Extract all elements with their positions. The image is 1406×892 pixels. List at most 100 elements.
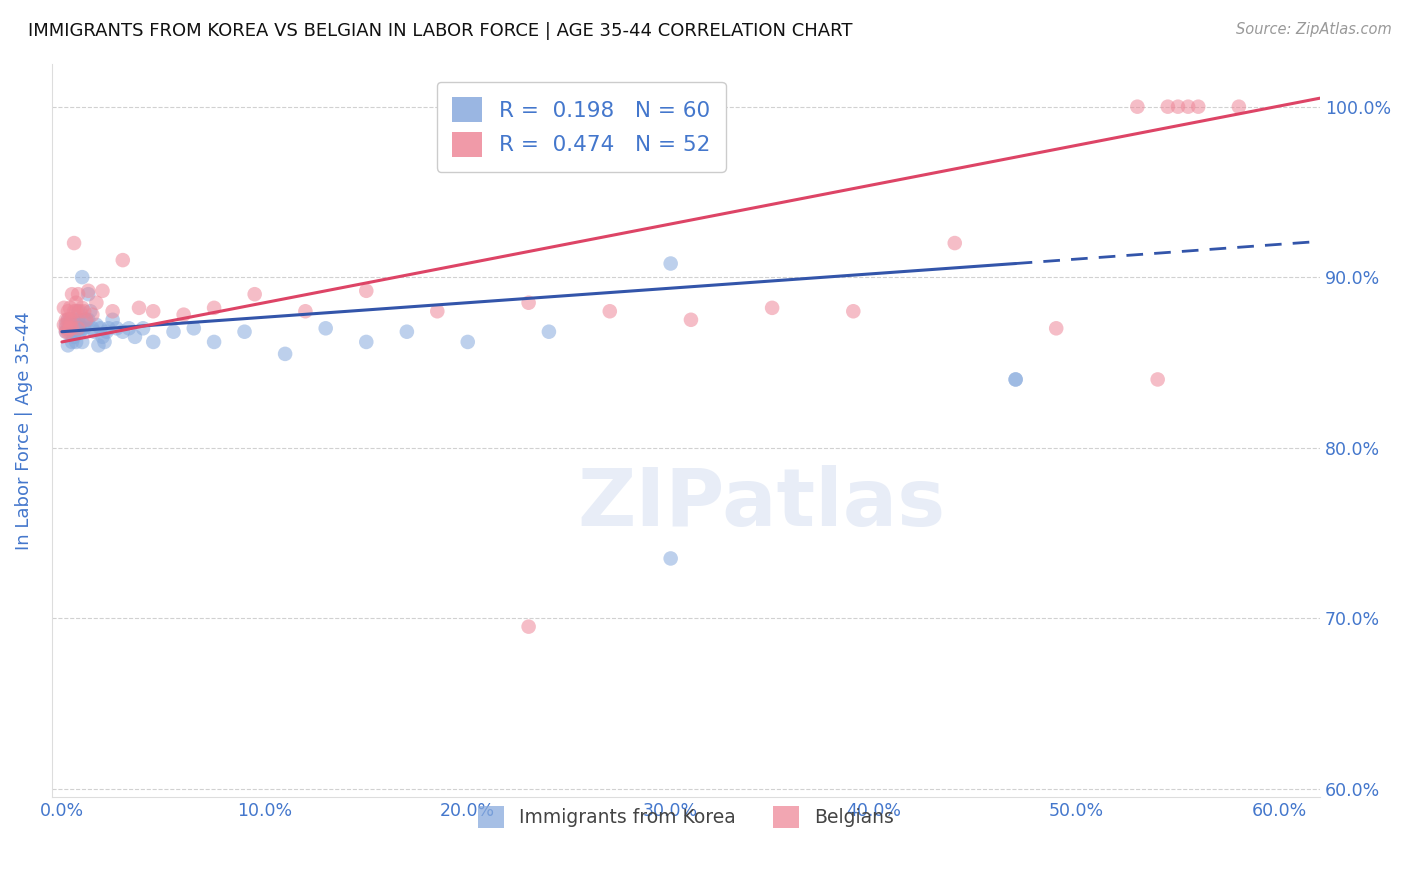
Point — [132, 321, 155, 335]
Point — [75, 313, 97, 327]
Point — [55, 321, 77, 335]
Point — [56, 338, 79, 352]
Point — [59, 301, 82, 315]
Point — [56, 325, 79, 339]
Point — [67, 321, 90, 335]
Point — [1177, 100, 1199, 114]
Point — [60, 318, 83, 332]
Point — [60, 321, 83, 335]
Text: Source: ZipAtlas.com: Source: ZipAtlas.com — [1236, 22, 1392, 37]
Point — [659, 256, 682, 270]
Point — [63, 330, 86, 344]
Point — [60, 287, 83, 301]
Point — [162, 325, 184, 339]
Point — [83, 325, 105, 339]
Point — [59, 325, 82, 339]
Point — [274, 347, 297, 361]
Point — [82, 321, 104, 335]
Point — [60, 325, 83, 339]
Point — [91, 284, 114, 298]
Point — [70, 334, 93, 349]
Point — [1146, 372, 1168, 386]
Point — [1045, 321, 1067, 335]
Point — [679, 313, 702, 327]
Point — [356, 334, 378, 349]
Point — [59, 313, 82, 327]
Point — [356, 284, 378, 298]
Point — [173, 308, 195, 322]
Point — [65, 304, 87, 318]
Point — [118, 321, 141, 335]
Point — [659, 551, 682, 566]
Point — [63, 321, 86, 335]
Point — [55, 313, 77, 327]
Point — [86, 295, 108, 310]
Point — [79, 304, 101, 318]
Point — [55, 325, 77, 339]
Point — [56, 321, 79, 335]
Point — [1126, 100, 1149, 114]
Point — [73, 304, 96, 318]
Point — [70, 321, 93, 335]
Point — [111, 253, 134, 268]
Point — [93, 334, 115, 349]
Point — [86, 318, 108, 332]
Point — [517, 620, 540, 634]
Point — [1167, 100, 1189, 114]
Point — [1227, 100, 1250, 114]
Point — [105, 321, 128, 335]
Point — [124, 330, 146, 344]
Point — [243, 287, 266, 301]
Point — [59, 313, 82, 327]
Point — [63, 304, 86, 318]
Point — [89, 321, 111, 335]
Point — [1004, 372, 1026, 386]
Point — [315, 321, 337, 335]
Point — [395, 325, 418, 339]
Point — [55, 318, 77, 332]
Point — [87, 338, 110, 352]
Point — [943, 235, 966, 250]
Point — [59, 321, 82, 335]
Y-axis label: In Labor Force | Age 35-44: In Labor Force | Age 35-44 — [15, 311, 32, 549]
Text: ZIPatlas: ZIPatlas — [578, 465, 946, 543]
Point — [73, 321, 96, 335]
Text: IMMIGRANTS FROM KOREA VS BELGIAN IN LABOR FORCE | AGE 35-44 CORRELATION CHART: IMMIGRANTS FROM KOREA VS BELGIAN IN LABO… — [28, 22, 852, 40]
Point — [82, 308, 104, 322]
Point — [56, 304, 79, 318]
Point — [101, 304, 124, 318]
Point — [65, 334, 87, 349]
Point — [65, 295, 87, 310]
Point — [77, 287, 100, 301]
Point — [101, 313, 124, 327]
Point — [599, 304, 621, 318]
Point — [183, 321, 205, 335]
Point — [52, 301, 75, 315]
Point — [69, 325, 91, 339]
Point — [56, 313, 79, 327]
Point — [1187, 100, 1209, 114]
Point — [842, 304, 865, 318]
Legend: Immigrants from Korea, Belgians: Immigrants from Korea, Belgians — [470, 798, 901, 836]
Point — [67, 313, 90, 327]
Point — [294, 304, 316, 318]
Point — [73, 313, 96, 327]
Point — [60, 321, 83, 335]
Point — [1004, 372, 1026, 386]
Point — [517, 295, 540, 310]
Point — [426, 304, 449, 318]
Point — [59, 321, 82, 335]
Point — [60, 313, 83, 327]
Point — [67, 321, 90, 335]
Point — [537, 325, 560, 339]
Point — [52, 318, 75, 332]
Point — [761, 301, 783, 315]
Point — [96, 325, 118, 339]
Point — [69, 304, 91, 318]
Point — [70, 301, 93, 315]
Point — [77, 313, 100, 327]
Point — [142, 304, 165, 318]
Point — [69, 321, 91, 335]
Point — [67, 287, 90, 301]
Point — [55, 325, 77, 339]
